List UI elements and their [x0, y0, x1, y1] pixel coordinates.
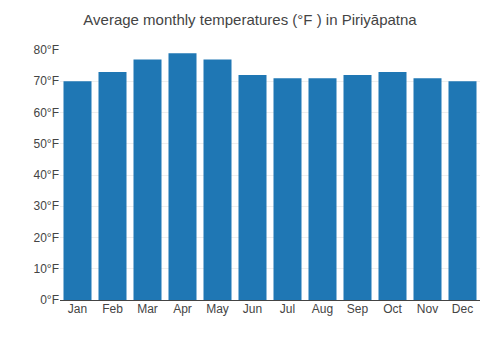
svg-text:Jul: Jul	[280, 302, 295, 316]
svg-text:Oct: Oct	[383, 302, 402, 316]
svg-text:May: May	[206, 302, 229, 316]
svg-text:Mar: Mar	[137, 302, 158, 316]
svg-text:Aug: Aug	[312, 302, 333, 316]
svg-text:Dec: Dec	[452, 302, 473, 316]
svg-text:70°F: 70°F	[34, 74, 59, 88]
svg-text:Nov: Nov	[417, 302, 438, 316]
svg-text:10°F: 10°F	[34, 262, 59, 276]
svg-text:Average monthly temperatures (: Average monthly temperatures (°F ) in Pi…	[83, 11, 417, 28]
svg-text:Apr: Apr	[173, 302, 192, 316]
svg-text:Feb: Feb	[102, 302, 123, 316]
svg-text:0°F: 0°F	[40, 293, 59, 307]
svg-text:80°F: 80°F	[34, 43, 59, 57]
svg-text:Jan: Jan	[68, 302, 87, 316]
svg-text:Jun: Jun	[243, 302, 262, 316]
svg-text:40°F: 40°F	[34, 168, 59, 182]
svg-text:60°F: 60°F	[34, 106, 59, 120]
svg-text:50°F: 50°F	[34, 137, 59, 151]
svg-text:20°F: 20°F	[34, 231, 59, 245]
svg-text:30°F: 30°F	[34, 199, 59, 213]
svg-text:Sep: Sep	[347, 302, 369, 316]
